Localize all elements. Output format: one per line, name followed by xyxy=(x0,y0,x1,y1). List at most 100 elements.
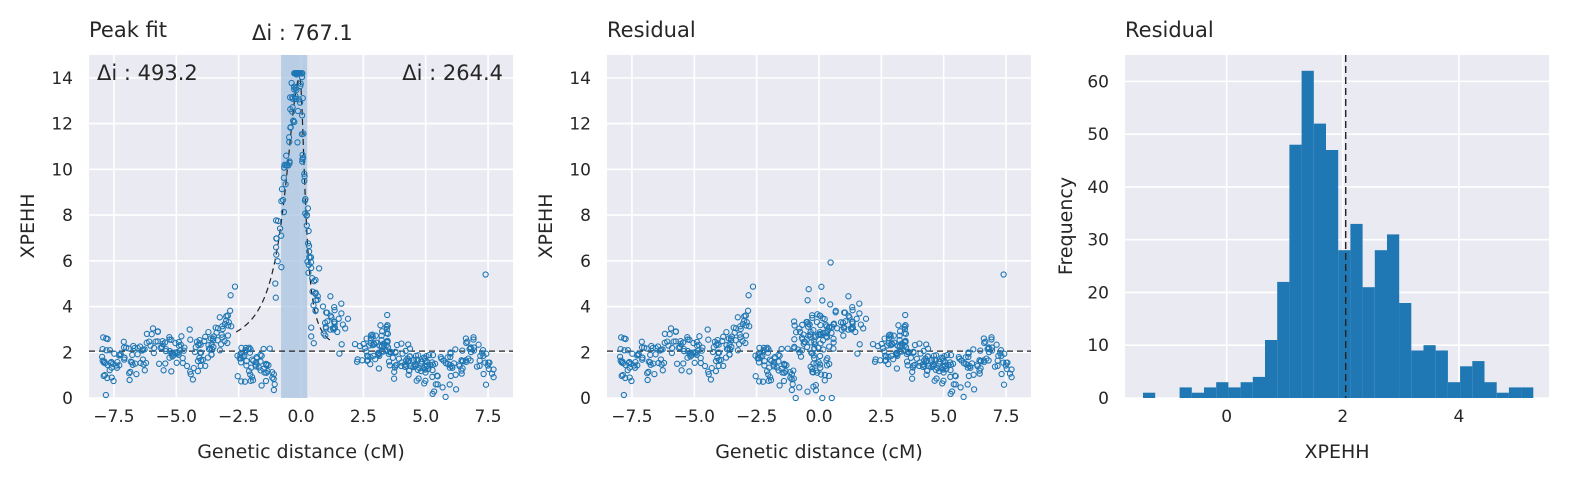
data-point xyxy=(227,292,234,299)
data-point xyxy=(771,355,779,362)
data-point xyxy=(166,336,173,343)
data-point xyxy=(841,309,848,316)
data-point xyxy=(919,363,927,371)
data-point xyxy=(338,300,345,307)
data-point xyxy=(301,170,308,177)
data-point xyxy=(282,181,289,188)
data-point xyxy=(271,381,278,388)
data-point xyxy=(890,356,897,363)
data-point xyxy=(194,367,202,375)
data-point xyxy=(168,368,175,375)
data-point xyxy=(885,353,892,360)
data-point xyxy=(141,367,148,374)
y-tick-label: 10 xyxy=(569,160,591,180)
data-point xyxy=(415,364,423,371)
data-point xyxy=(363,348,370,355)
data-point xyxy=(923,341,930,348)
data-point xyxy=(845,293,852,300)
data-point xyxy=(391,368,398,376)
data-point xyxy=(294,107,302,115)
data-point xyxy=(827,259,834,266)
data-point xyxy=(226,307,234,314)
annotation-right: Δi : 264.4 xyxy=(402,61,503,85)
data-point xyxy=(720,333,727,340)
data-point xyxy=(847,325,855,332)
x-tick-label: 4 xyxy=(1454,407,1465,427)
data-point xyxy=(828,323,836,330)
histogram-title: Residual xyxy=(1125,18,1214,42)
histogram-bar xyxy=(1228,387,1241,398)
data-point xyxy=(734,347,742,354)
data-point xyxy=(278,185,286,193)
data-point xyxy=(670,338,677,345)
data-point xyxy=(911,341,919,349)
data-point xyxy=(99,345,106,353)
histogram-xlabel: XPEHH xyxy=(1304,441,1369,463)
data-point xyxy=(933,364,941,371)
data-point xyxy=(327,312,334,319)
histogram-bar xyxy=(1350,223,1363,398)
data-point xyxy=(761,362,768,369)
data-point xyxy=(693,338,701,346)
data-point xyxy=(283,152,290,159)
data-point xyxy=(678,367,685,374)
x-tick-label: 7.5 xyxy=(475,407,502,427)
data-point xyxy=(162,360,169,367)
data-point xyxy=(956,355,963,362)
data-point xyxy=(1008,374,1015,381)
data-point xyxy=(463,339,470,347)
data-point xyxy=(617,357,624,364)
data-point xyxy=(916,362,923,370)
data-point xyxy=(221,320,229,328)
data-point xyxy=(417,367,425,375)
data-point xyxy=(1000,381,1008,388)
data-point xyxy=(470,334,477,341)
data-point xyxy=(754,355,761,362)
data-point xyxy=(393,341,401,349)
histogram-bar xyxy=(1387,234,1400,398)
data-point xyxy=(686,368,693,375)
data-point xyxy=(378,342,386,349)
data-point xyxy=(788,386,796,394)
data-point xyxy=(335,315,342,322)
data-point xyxy=(707,376,715,383)
data-point xyxy=(725,335,732,342)
y-tick-label: 12 xyxy=(569,115,591,135)
data-point xyxy=(196,336,203,344)
peak-fit-points xyxy=(98,70,497,401)
data-point xyxy=(422,377,429,384)
data-point xyxy=(447,372,455,380)
data-point xyxy=(821,377,828,384)
data-point xyxy=(993,341,1000,348)
data-point xyxy=(231,283,239,290)
data-point xyxy=(129,351,136,359)
data-point xyxy=(128,359,136,366)
data-point xyxy=(939,366,947,373)
data-point xyxy=(626,374,633,381)
y-tick-label: 6 xyxy=(62,252,73,272)
data-point xyxy=(913,355,921,362)
data-point xyxy=(902,322,909,329)
residual-scatter-grid xyxy=(607,55,1031,399)
data-point xyxy=(202,333,209,340)
y-tick-label: 4 xyxy=(62,298,73,318)
data-point xyxy=(455,361,463,368)
data-point xyxy=(480,370,487,378)
data-point xyxy=(401,363,409,371)
data-point xyxy=(964,364,972,371)
data-point xyxy=(698,347,705,354)
histogram-bar xyxy=(1252,376,1265,398)
x-tick-label: 2 xyxy=(1337,407,1348,427)
data-point xyxy=(424,366,432,373)
data-point xyxy=(224,332,232,339)
data-point xyxy=(744,307,752,314)
data-point xyxy=(965,353,972,361)
data-point xyxy=(712,367,720,375)
histogram-bar xyxy=(1447,382,1461,398)
data-point xyxy=(253,355,261,362)
data-point xyxy=(742,332,750,339)
data-point xyxy=(294,70,302,77)
data-point xyxy=(148,331,155,338)
histogram-bar xyxy=(1326,150,1339,398)
data-point xyxy=(378,332,385,339)
